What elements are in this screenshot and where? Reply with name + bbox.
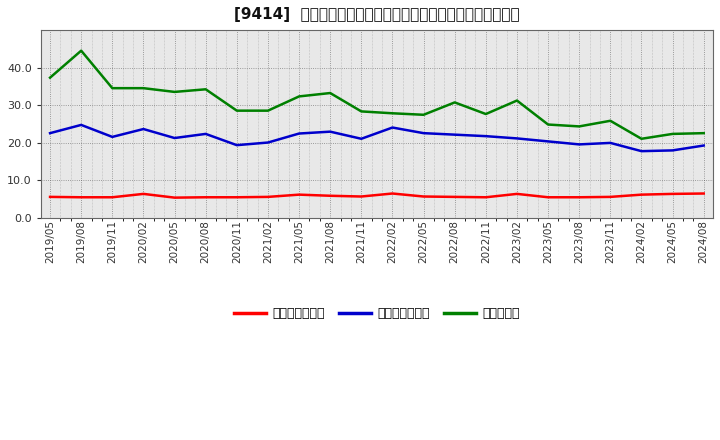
Title: [9414]  売上債権回転率、買入債務回転率、在庫回転率の推移: [9414] 売上債権回転率、買入債務回転率、在庫回転率の推移 (234, 7, 520, 22)
Legend: 売上債権回転率, 買入債務回転率, 在庫回転率: 売上債権回転率, 買入債務回転率, 在庫回転率 (230, 302, 524, 326)
